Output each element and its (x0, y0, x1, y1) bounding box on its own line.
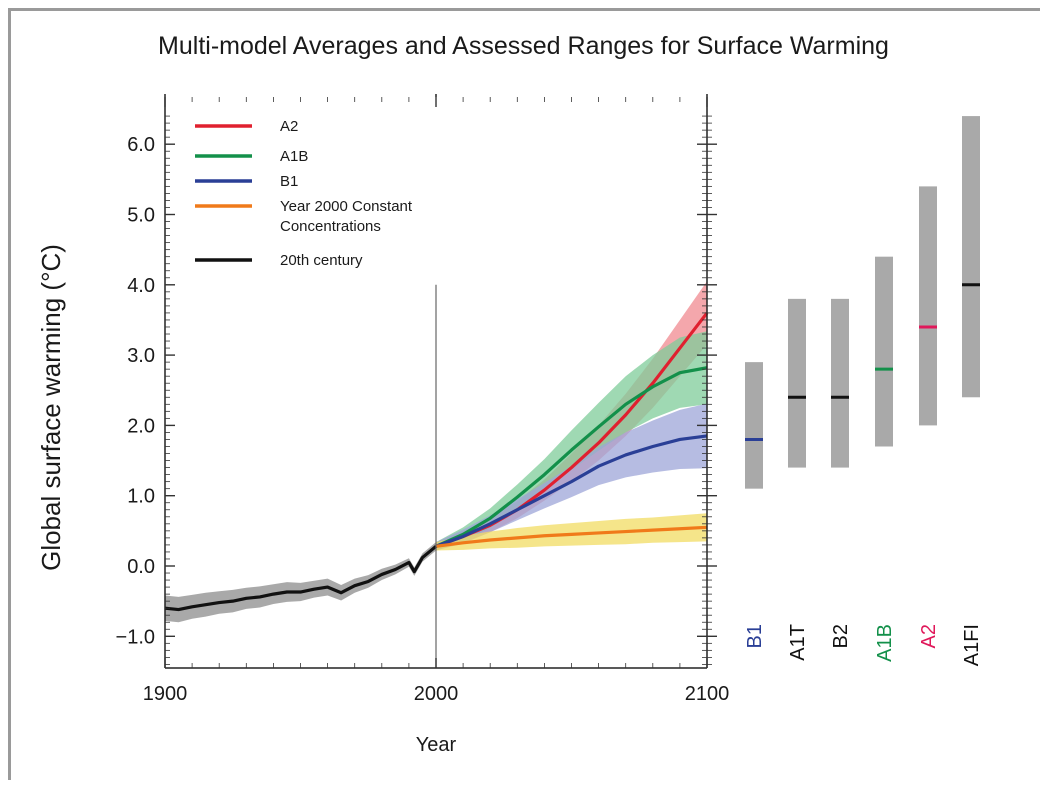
range-bar-a1fi (962, 116, 980, 398)
uncertainty-band-b1 (436, 403, 707, 551)
x-axis-title: Year (416, 734, 457, 756)
y-tick-label: 3.0 (127, 345, 155, 367)
scenario-label-b2: B2 (830, 624, 852, 648)
range-bar-b1 (745, 362, 763, 489)
range-bar-b2 (831, 298, 849, 468)
uncertainty-band-20th-century (165, 542, 436, 623)
y-tick-label: 6.0 (127, 134, 155, 156)
scenario-label-a2: A2 (918, 624, 940, 648)
x-tick-label: 2100 (685, 683, 730, 705)
chart-title: Multi-model Averages and Assessed Ranges… (158, 32, 889, 60)
plot-axes: −1.0 0.0 1.0 2.0 3.0 4.0 5.0 6.0 1900 2000 2100 (116, 94, 730, 705)
y-axis-title: Global surface warming (°C) (36, 244, 66, 571)
legend-label: A2 (280, 118, 298, 135)
y-tick-label: −1.0 (116, 626, 155, 648)
y-tick-label: 4.0 (127, 275, 155, 297)
legend-label: A1B (280, 148, 308, 165)
y-tick-label: 0.0 (127, 556, 155, 578)
range-bar-a2 (919, 186, 937, 426)
scenario-ranges: B1 A1T B2 A1B A2 A1FI (744, 116, 983, 666)
scenario-label-a1t: A1T (787, 624, 809, 661)
legend-label: 20th century (280, 252, 363, 269)
y-tick-label: 1.0 (127, 486, 155, 508)
y-tick-label: 2.0 (127, 415, 155, 437)
range-bar-a1b (875, 256, 893, 447)
x-tick-label: 1900 (143, 683, 188, 705)
series-line-a1b (435, 366, 708, 548)
plot-area (164, 281, 709, 623)
chart-legend: A2 A1B B1 Year 2000 Constant Concentrations 2… (195, 118, 413, 269)
legend-label: Year 2000 Constant Concentrations (280, 198, 413, 235)
y-tick-label: 5.0 (127, 205, 155, 227)
uncertainty-band-a1b (436, 331, 707, 551)
scenario-label-a1fi: A1FI (961, 624, 983, 666)
series-line-year-2000-constant-concentrations (435, 525, 708, 548)
scenario-label-b1: B1 (744, 624, 766, 648)
scenario-label-a1b: A1B (874, 624, 896, 662)
figure-frame (8, 8, 1040, 780)
uncertainty-band-year-2000-constant-concentrations (436, 513, 707, 551)
x-tick-label: 2000 (414, 683, 459, 705)
series-line-20th-century (164, 545, 438, 612)
range-bar-a1t (788, 298, 806, 468)
series-line-b1 (435, 434, 708, 548)
legend-label: B1 (280, 173, 298, 190)
